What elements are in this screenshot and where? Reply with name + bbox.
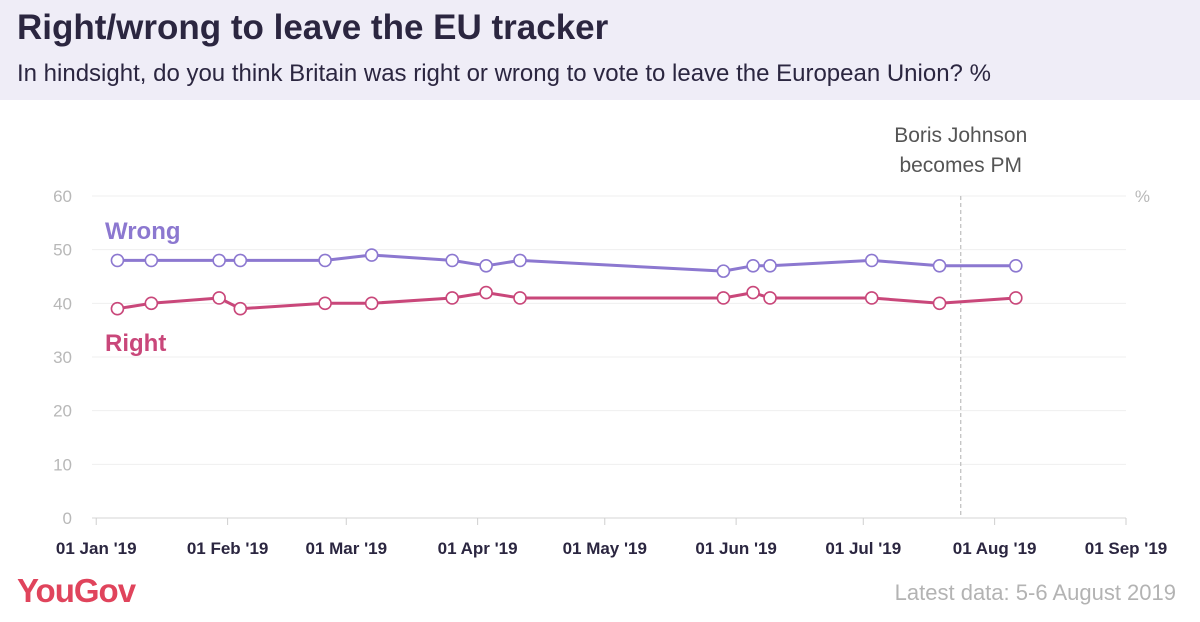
data-point-right-4 [318,296,332,311]
y-tick-label-40: 40 [53,294,72,313]
series-label-wrong: Wrong [105,218,181,245]
x-tick-label-3: 01 Apr '19 [438,539,518,558]
data-point-right-14 [1009,291,1023,305]
x-tick-label-4: 01 May '19 [563,539,647,558]
x-tick-label-6: 01 Jul '19 [825,539,901,558]
y-tick-label-30: 30 [53,348,72,367]
data-point-wrong-5 [364,248,379,262]
annotation-text-0-1: becomes PM [899,154,1022,177]
data-point-right-7 [479,285,493,300]
y-tick-label-10: 10 [53,455,72,474]
data-point-wrong-3 [233,253,248,268]
chart-subtitle: In hindsight, do you think Britain was r… [17,60,991,87]
chart-title: Right/wrong to leave the EU tracker [17,8,609,47]
data-point-wrong-6 [445,253,460,268]
data-point-wrong-13 [932,258,947,273]
data-point-right-5 [364,296,379,311]
data-point-wrong-0 [110,253,125,268]
data-point-wrong-14 [1009,258,1023,273]
data-point-wrong-8 [513,253,527,268]
x-tick-label-5: 01 Jun '19 [695,539,777,558]
x-tick-label-0: 01 Jan '19 [56,539,137,558]
x-tick-label-2: 01 Mar '19 [305,539,387,558]
data-point-wrong-2 [212,253,226,268]
data-point-wrong-10 [746,258,760,273]
latest-data-note: Latest data: 5-6 August 2019 [894,580,1176,605]
data-point-right-0 [110,301,125,316]
data-point-wrong-1 [144,253,159,268]
x-tick-label-8: 01 Sep '19 [1085,539,1168,558]
data-point-right-1 [144,296,159,311]
data-point-right-12 [864,291,879,305]
y-unit-label: % [1135,187,1150,206]
header-band: Right/wrong to leave the EU tracker In h… [0,0,1200,100]
data-point-wrong-9 [716,264,731,278]
x-tick-label-1: 01 Feb '19 [187,539,269,558]
data-point-right-3 [233,301,248,316]
data-point-wrong-7 [479,258,493,273]
y-tick-label-60: 60 [53,187,72,206]
series-label-right: Right [105,330,166,357]
x-tick-label-7: 01 Aug '19 [953,539,1037,558]
data-point-wrong-4 [318,253,332,268]
y-tick-label-50: 50 [53,241,72,260]
data-point-right-13 [932,296,947,311]
data-point-right-8 [513,291,527,305]
y-tick-label-20: 20 [53,402,72,421]
series-line-right [117,291,1016,311]
series-line-wrong [117,253,1016,273]
yougov-logo: YouGov [17,572,136,609]
data-point-right-6 [445,291,460,305]
y-tick-label-0: 0 [63,509,72,528]
data-point-wrong-12 [864,253,879,268]
data-point-right-2 [212,291,226,305]
annotation-text-0-0: Boris Johnson [894,124,1027,147]
data-point-wrong-11 [763,258,777,273]
data-point-right-11 [763,291,777,305]
data-point-right-9 [716,291,731,305]
data-point-right-10 [746,285,760,300]
